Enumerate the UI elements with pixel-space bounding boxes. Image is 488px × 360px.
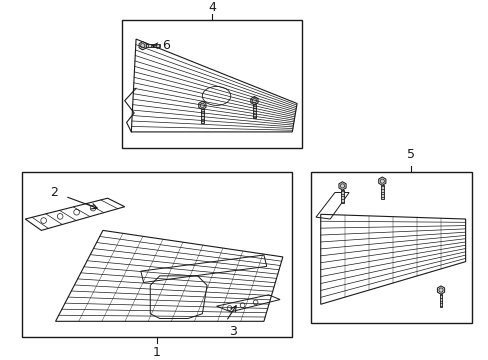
Bar xyxy=(201,109,203,123)
Bar xyxy=(380,185,383,199)
Text: 5: 5 xyxy=(406,148,414,161)
Polygon shape xyxy=(338,182,346,190)
Bar xyxy=(341,190,343,203)
Polygon shape xyxy=(436,286,444,294)
Bar xyxy=(253,104,255,118)
Polygon shape xyxy=(139,41,146,50)
Text: 6: 6 xyxy=(162,39,170,52)
Polygon shape xyxy=(250,96,258,105)
Polygon shape xyxy=(378,177,385,185)
Bar xyxy=(122,20,301,148)
Text: 3: 3 xyxy=(228,325,236,338)
Text: 2: 2 xyxy=(50,186,58,199)
Bar xyxy=(22,172,292,337)
Text: 4: 4 xyxy=(207,0,215,14)
Bar xyxy=(439,294,442,307)
Bar xyxy=(146,44,160,47)
Polygon shape xyxy=(198,101,205,109)
Text: 1: 1 xyxy=(153,346,161,359)
Bar xyxy=(311,172,471,323)
